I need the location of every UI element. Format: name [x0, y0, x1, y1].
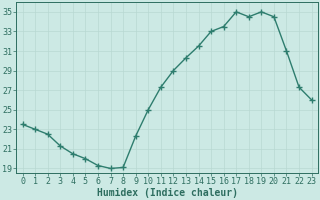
X-axis label: Humidex (Indice chaleur): Humidex (Indice chaleur)	[97, 188, 237, 198]
